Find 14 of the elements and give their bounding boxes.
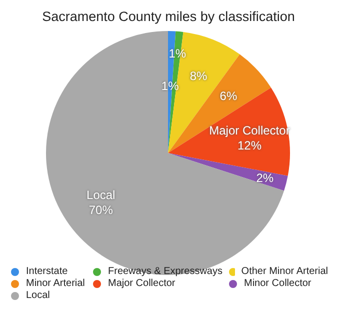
data-label: Local 70% [86,188,116,217]
data-label: 8% [190,68,208,83]
data-label: 1% [168,46,186,60]
legend-label: Minor Collector [244,278,312,289]
legend-label: Major Collector [108,278,176,289]
data-label: 6% [220,89,238,104]
legend-label: Interstate [26,266,68,277]
legend-label: Other Minor Arterial [241,266,328,277]
data-label: 1% [161,78,180,93]
data-label: 2% [256,170,274,185]
legend-label: Freeways & Expressways [108,266,222,277]
legend-label: Minor Arterial [26,278,85,289]
chart-title: Sacramento County miles by classification [42,9,295,24]
legend-label: Local [26,290,50,301]
